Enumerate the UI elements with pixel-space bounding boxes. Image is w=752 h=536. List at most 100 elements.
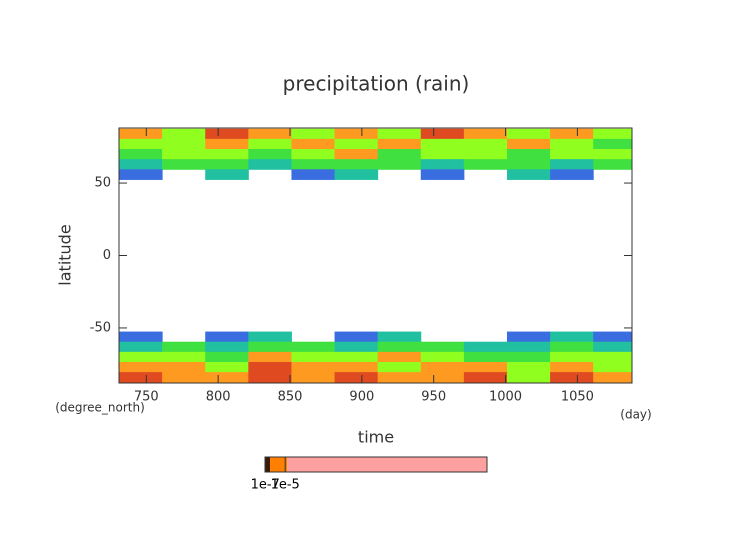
- x-tick-label: 800: [206, 390, 231, 405]
- cell: [162, 159, 206, 170]
- cell: [205, 149, 249, 160]
- cell: [334, 351, 379, 363]
- cell: [420, 159, 465, 170]
- cell: [550, 341, 594, 353]
- cell: [248, 341, 292, 353]
- cell: [377, 149, 422, 160]
- cell: [550, 361, 594, 373]
- cell: [291, 159, 336, 170]
- colorbar-tick-label: 1e-7: [251, 478, 280, 493]
- cell: [463, 128, 508, 140]
- cell: [119, 361, 163, 373]
- cell: [162, 149, 206, 160]
- cell: [334, 159, 379, 170]
- cell: [248, 149, 292, 160]
- cell: [506, 149, 551, 160]
- cell: [334, 341, 379, 353]
- cell: [377, 351, 422, 363]
- x-tick-label: 950: [421, 390, 446, 405]
- cell: [506, 159, 551, 170]
- cell: [334, 169, 379, 180]
- cell: [593, 159, 632, 170]
- cell: [248, 159, 292, 170]
- cell: [593, 149, 632, 160]
- cell: [506, 128, 551, 140]
- cell: [420, 149, 465, 160]
- cell: [119, 331, 163, 343]
- y-tick-label: 50: [94, 176, 111, 191]
- cell: [119, 159, 163, 170]
- cell: [248, 331, 292, 343]
- cell: [119, 351, 163, 363]
- cell: [334, 149, 379, 160]
- x-axis-label: time: [358, 428, 394, 447]
- cell: [291, 128, 336, 140]
- colorbar-segment: [265, 457, 271, 472]
- cell: [205, 341, 249, 353]
- cell: [463, 361, 508, 373]
- cell: [291, 169, 336, 180]
- cell: [593, 138, 632, 150]
- cell: [205, 128, 249, 140]
- cell: [248, 351, 292, 363]
- cell: [420, 372, 465, 383]
- cell: [291, 149, 336, 160]
- cell: [420, 128, 465, 140]
- cell: [550, 351, 594, 363]
- cell: [334, 372, 379, 383]
- cell: [291, 351, 336, 363]
- cell: [291, 138, 336, 150]
- cell: [506, 331, 551, 343]
- cell: [291, 372, 336, 383]
- cell: [377, 138, 422, 150]
- cell: [377, 341, 422, 353]
- cell: [463, 351, 508, 363]
- cell: [248, 361, 292, 373]
- x-tick-label: 1000: [489, 390, 522, 405]
- cell: [420, 169, 465, 180]
- chart-title: precipitation (rain): [283, 72, 470, 96]
- cell: [119, 128, 163, 140]
- cell: [162, 128, 206, 140]
- cell: [420, 351, 465, 363]
- colorbar-segment: [270, 457, 288, 472]
- cell: [506, 372, 551, 383]
- plot-area: [119, 128, 632, 383]
- cell: [550, 169, 594, 180]
- colorbar-segment: [287, 457, 487, 472]
- cell: [377, 159, 422, 170]
- cell: [593, 351, 632, 363]
- x-tick-label: 850: [278, 390, 303, 405]
- cell: [205, 169, 249, 180]
- cell: [420, 341, 465, 353]
- cell: [205, 159, 249, 170]
- x-tick-label: 900: [349, 390, 374, 405]
- cell: [162, 361, 206, 373]
- cell: [334, 331, 379, 343]
- cell: [377, 331, 422, 343]
- cell: [119, 372, 163, 383]
- cell: [205, 372, 249, 383]
- y-tick-label: -50: [90, 320, 111, 335]
- cell: [593, 361, 632, 373]
- cell: [119, 341, 163, 353]
- cell: [162, 341, 206, 353]
- cell: [119, 149, 163, 160]
- cell: [550, 159, 594, 170]
- cell: [205, 138, 249, 150]
- cell: [377, 361, 422, 373]
- cell: [205, 361, 249, 373]
- cell: [248, 128, 292, 140]
- cell: [205, 331, 249, 343]
- cell: [248, 138, 292, 150]
- cell: [506, 138, 551, 150]
- cell: [550, 331, 594, 343]
- cell: [162, 351, 206, 363]
- cell: [506, 361, 551, 373]
- cell: [334, 361, 379, 373]
- cell: [463, 138, 508, 150]
- cell: [334, 138, 379, 150]
- cell: [593, 372, 632, 383]
- cell: [463, 159, 508, 170]
